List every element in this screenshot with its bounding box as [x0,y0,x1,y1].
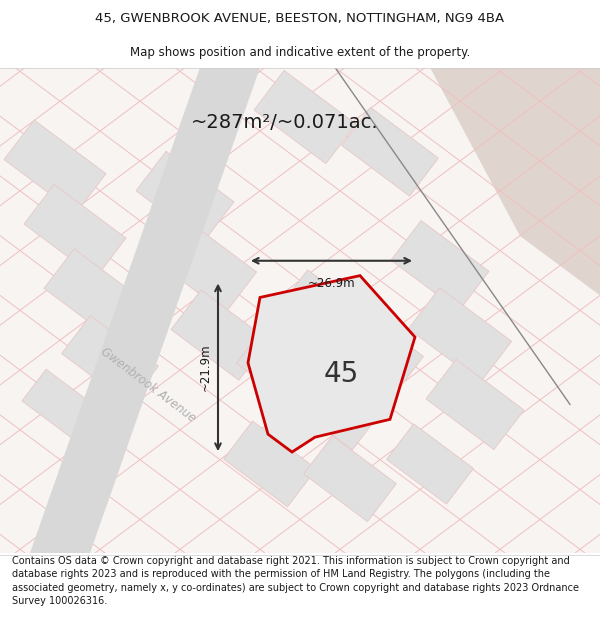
Polygon shape [154,218,257,313]
Polygon shape [30,68,260,553]
Polygon shape [236,270,424,450]
Text: 45: 45 [324,360,359,388]
Polygon shape [24,184,126,278]
Text: Map shows position and indicative extent of the property.: Map shows position and indicative extent… [130,46,470,59]
Polygon shape [4,120,106,213]
Polygon shape [44,249,146,342]
Polygon shape [391,221,489,311]
Polygon shape [426,359,524,449]
Polygon shape [248,276,415,452]
Polygon shape [136,151,234,241]
Polygon shape [22,369,98,439]
Text: ~287m²/~0.071ac.: ~287m²/~0.071ac. [191,112,379,131]
Text: ~26.9m: ~26.9m [308,277,355,289]
Polygon shape [430,68,600,296]
Polygon shape [254,71,356,164]
Polygon shape [386,424,473,504]
Text: 45, GWENBROOK AVENUE, BEESTON, NOTTINGHAM, NG9 4BA: 45, GWENBROOK AVENUE, BEESTON, NOTTINGHA… [95,12,505,26]
Polygon shape [341,107,439,196]
Text: Contains OS data © Crown copyright and database right 2021. This information is : Contains OS data © Crown copyright and d… [12,556,579,606]
Text: ~21.9m: ~21.9m [199,344,212,391]
Polygon shape [171,290,269,380]
Polygon shape [224,421,316,507]
Text: Gwenbrook Avenue: Gwenbrook Avenue [98,345,198,424]
Polygon shape [304,436,397,522]
Polygon shape [62,316,158,404]
Polygon shape [409,288,512,382]
